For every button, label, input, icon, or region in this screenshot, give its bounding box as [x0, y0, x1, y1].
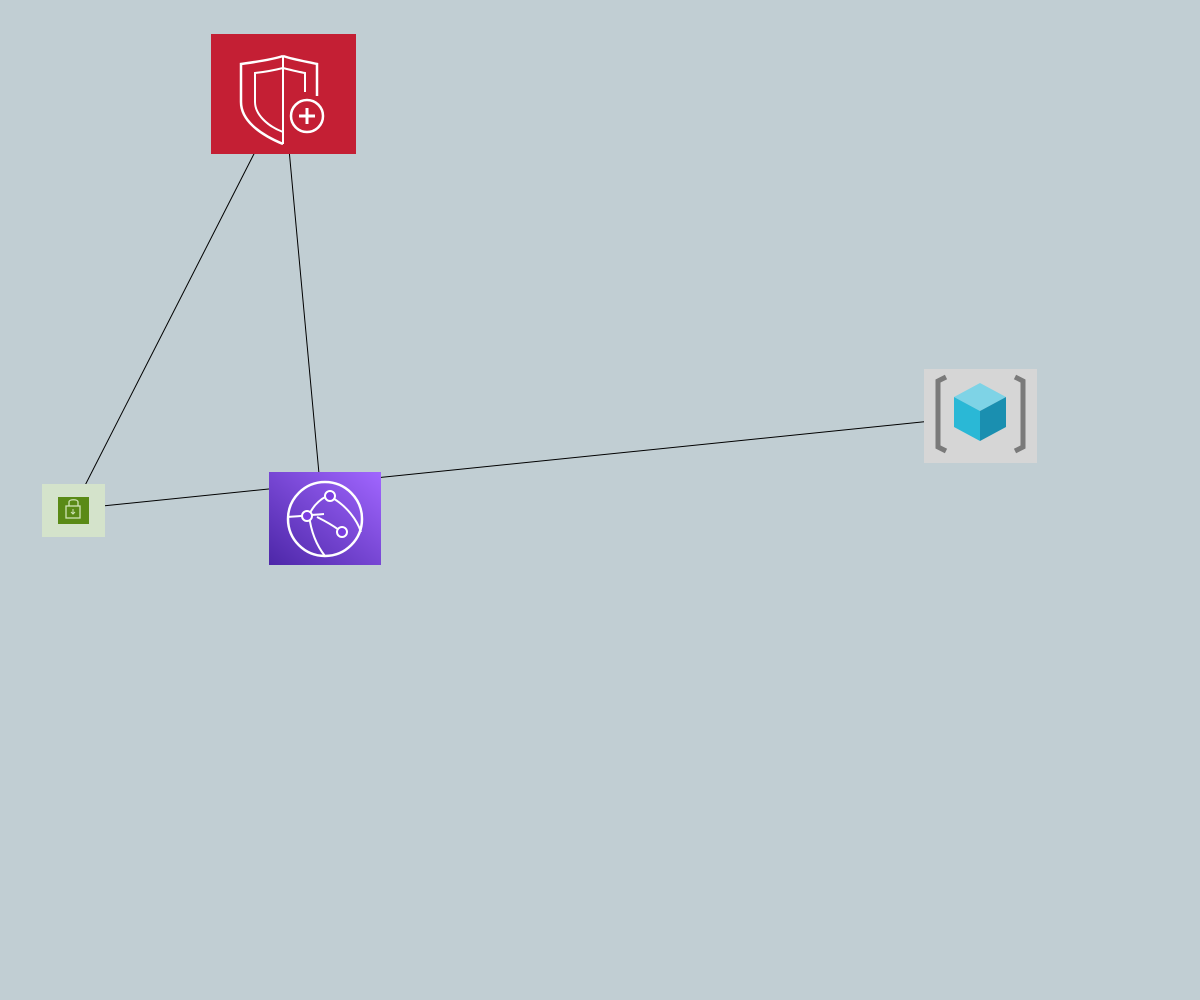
- shield-plus-icon: [211, 34, 356, 154]
- bracket-cube-node[interactable]: [924, 369, 1037, 463]
- edge-globe-to-shield: [280, 94, 324, 518]
- edge-shield-to-lock: [72, 94, 285, 510]
- globe-network-icon: [269, 472, 381, 565]
- lock-node[interactable]: [42, 484, 105, 537]
- shield-plus-node[interactable]: [211, 34, 356, 154]
- lock-icon: [42, 484, 105, 537]
- bracket-cube-icon: [924, 369, 1037, 463]
- edge-lock-to-cube: [72, 412, 981, 510]
- globe-network-node[interactable]: [269, 472, 381, 565]
- edges-layer: [72, 94, 981, 518]
